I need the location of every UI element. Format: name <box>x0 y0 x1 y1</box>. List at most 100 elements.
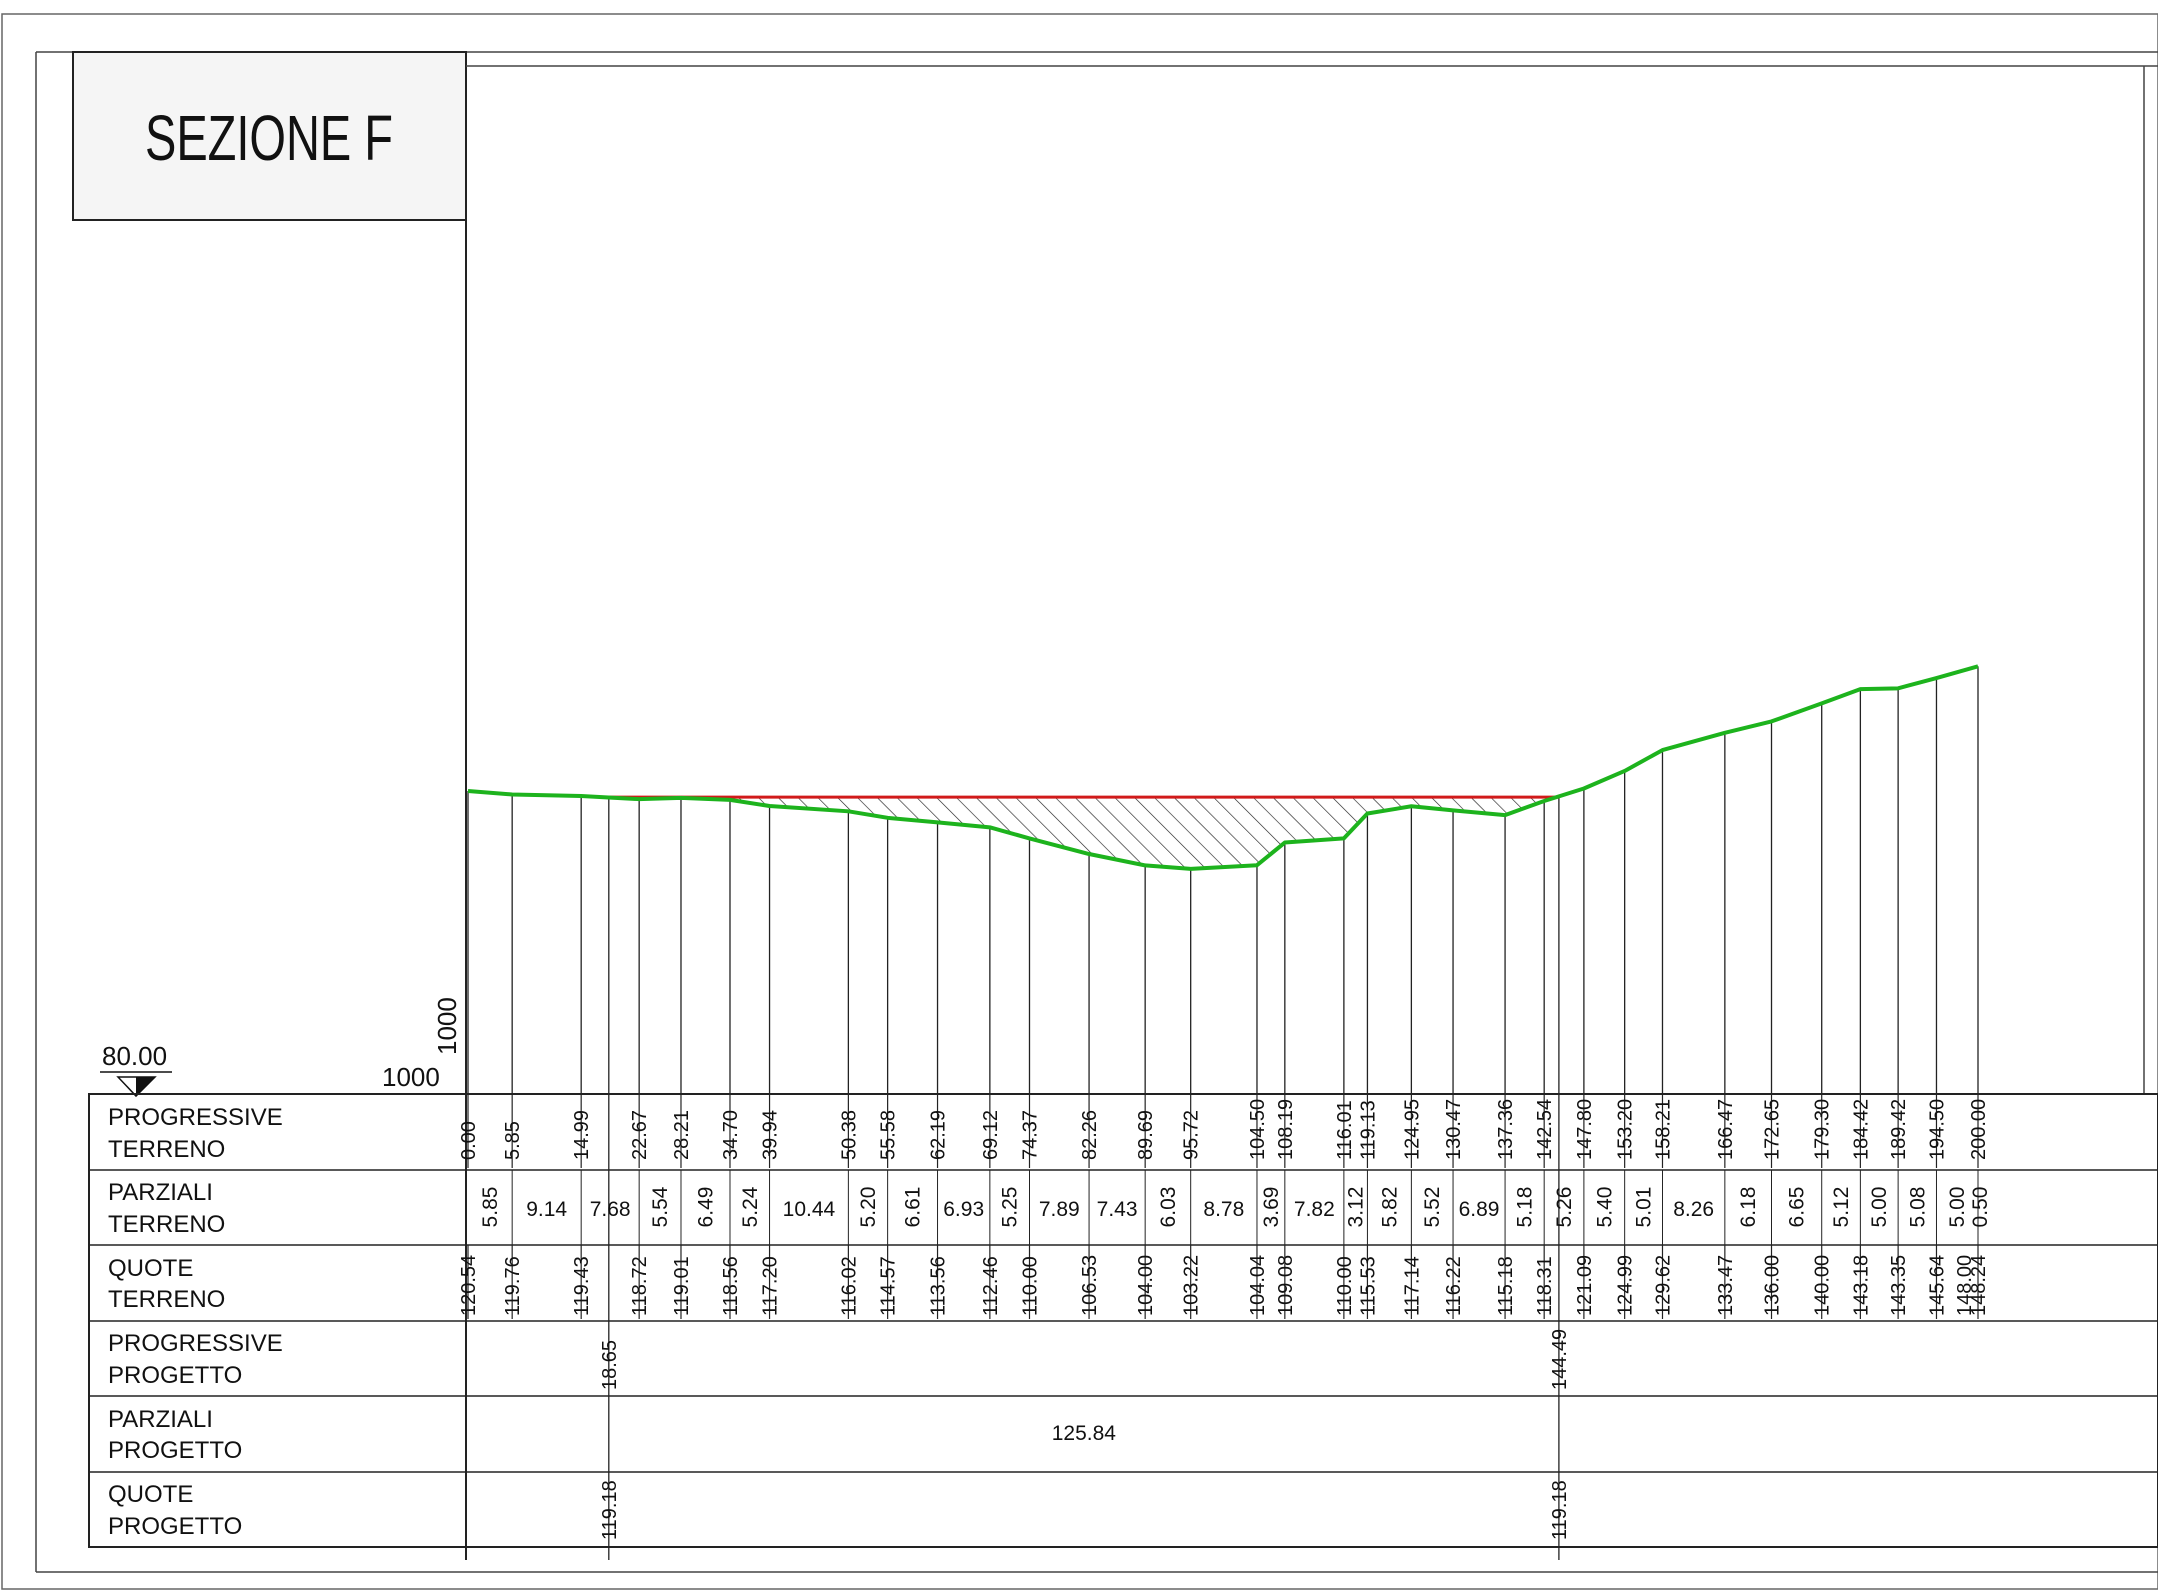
terrain-progressive-value: 158.21 <box>1652 1099 1674 1160</box>
terrain-progressive-value: 172.65 <box>1762 1099 1784 1160</box>
terrain-partial-value: 5.54 <box>649 1186 672 1227</box>
terrain-partial-value: 5.40 <box>1593 1187 1616 1228</box>
row-label: PROGETTO <box>108 1437 242 1464</box>
terrain-quote-value: 106.53 <box>1079 1255 1101 1316</box>
horizontal-scale: 1000 <box>382 1062 440 1092</box>
terrain-partial-value: 5.85 <box>479 1187 502 1228</box>
terrain-progressive-value: 137.36 <box>1495 1099 1517 1160</box>
terrain-progressive-value: 50.38 <box>838 1110 860 1160</box>
terrain-quote-value: 143.35 <box>1888 1255 1910 1316</box>
terrain-quote-value: 104.04 <box>1247 1255 1269 1316</box>
terrain-quote-value: 133.47 <box>1715 1255 1737 1316</box>
terrain-partial-value: 5.18 <box>1514 1187 1537 1228</box>
terrain-progressive-value: 34.70 <box>720 1110 742 1160</box>
terrain-partial-value: 5.82 <box>1378 1187 1401 1228</box>
terrain-quote-value: 110.00 <box>1334 1256 1356 1316</box>
terrain-progressive-value: 62.19 <box>928 1110 950 1160</box>
terrain-progressive-value: 130.47 <box>1443 1099 1465 1160</box>
terrain-progressive-value: 142.54 <box>1534 1099 1556 1160</box>
terrain-partial-value: 3.12 <box>1345 1187 1368 1228</box>
terrain-partial-value: 5.12 <box>1830 1187 1853 1228</box>
terrain-progressive-value: 95.72 <box>1181 1110 1203 1160</box>
terrain-progressive-value: 82.26 <box>1079 1110 1101 1160</box>
terrain-partial-value: 6.03 <box>1157 1187 1180 1228</box>
terrain-profile-line <box>467 664 1979 871</box>
terrain-progressive-value: 74.37 <box>1019 1110 1041 1160</box>
terrain-quote-value: 115.18 <box>1495 1256 1517 1316</box>
terrain-partial-value: 6.93 <box>943 1198 984 1221</box>
terrain-quote-value: 109.08 <box>1275 1255 1297 1316</box>
row-label: PROGRESSIVE <box>108 1330 283 1357</box>
row-label: TERRENO <box>108 1211 225 1238</box>
terrain-partial-value: 7.68 <box>590 1198 631 1221</box>
outer-frame <box>1 13 2158 1590</box>
terrain-quote-value: 119.43 <box>571 1256 593 1316</box>
terrain-progressive-value: 5.85 <box>502 1121 524 1160</box>
terrain-progressive-value: 14.99 <box>571 1110 593 1160</box>
terrain-progressive-value: 104.50 <box>1247 1099 1269 1160</box>
terrain-progressive-value: 89.69 <box>1135 1110 1157 1160</box>
terrain-quote-value: 140.00 <box>1812 1255 1834 1316</box>
terrain-quote-value: 116.22 <box>1443 1256 1465 1316</box>
project-quote-value: 119.18 <box>599 1480 621 1540</box>
datum-marker-fill <box>136 1077 155 1096</box>
project-partial-value: 125.84 <box>1052 1422 1117 1445</box>
terrain-partial-value: 5.24 <box>739 1186 762 1227</box>
terrain-partial-value: 5.08 <box>1906 1187 1929 1228</box>
terrain-progressive-value: 179.30 <box>1812 1099 1834 1160</box>
terrain-progressive-value: 116.01 <box>1334 1100 1356 1160</box>
terrain-partial-value: 8.26 <box>1673 1198 1714 1221</box>
terrain-quote-value: 112.46 <box>980 1256 1002 1316</box>
terrain-partial-value: 7.82 <box>1294 1198 1335 1221</box>
terrain-quote-value: 129.62 <box>1652 1255 1674 1316</box>
terrain-progressive-value: 28.21 <box>671 1110 693 1160</box>
terrain-partial-value: 7.89 <box>1039 1198 1080 1221</box>
terrain-progressive-value: 124.95 <box>1401 1099 1423 1160</box>
row-label: PARZIALI <box>108 1179 213 1206</box>
terrain-quote-value: 117.14 <box>1401 1256 1423 1316</box>
terrain-quote-value: 104.00 <box>1135 1255 1157 1316</box>
terrain-partial-value: 7.43 <box>1097 1198 1138 1221</box>
terrain-quote-value: 118.31 <box>1534 1256 1556 1316</box>
terrain-progressive-value: 184.42 <box>1850 1099 1872 1160</box>
terrain-progressive-value: 194.50 <box>1926 1099 1948 1160</box>
terrain-quote-value: 148.24 <box>1968 1255 1990 1316</box>
terrain-quote-value: 119.76 <box>502 1256 524 1316</box>
terrain-quote-value: 115.53 <box>1357 1256 1379 1316</box>
terrain-quote-value: 120.54 <box>458 1255 480 1316</box>
title-box <box>72 51 467 221</box>
terrain-quote-value: 116.02 <box>838 1256 860 1316</box>
row-label: QUOTE <box>108 1255 193 1282</box>
terrain-progressive-value: 189.42 <box>1888 1099 1910 1160</box>
terrain-quote-value: 136.00 <box>1762 1255 1784 1316</box>
terrain-partial-value: 5.00 <box>1868 1187 1891 1228</box>
terrain-quote-value: 143.18 <box>1850 1255 1872 1316</box>
terrain-partial-value: 6.89 <box>1459 1198 1500 1221</box>
terrain-progressive-value: 0.00 <box>458 1121 480 1160</box>
terrain-partial-value: 5.01 <box>1633 1187 1656 1228</box>
terrain-partial-value: 5.20 <box>857 1187 880 1228</box>
terrain-partial-value: 6.61 <box>902 1187 925 1228</box>
terrain-progressive-value: 69.12 <box>980 1110 1002 1160</box>
terrain-partial-value: 6.65 <box>1786 1187 1809 1228</box>
terrain-partial-value: 6.18 <box>1737 1187 1760 1228</box>
terrain-progressive-value: 39.94 <box>760 1110 782 1160</box>
terrain-quote-value: 145.64 <box>1926 1255 1948 1316</box>
terrain-partial-value: 5.25 <box>999 1187 1022 1228</box>
terrain-quote-value: 113.56 <box>928 1256 950 1316</box>
terrain-partial-value: 5.00 <box>1946 1187 1969 1228</box>
terrain-partial-value: 5.52 <box>1421 1187 1444 1228</box>
terrain-quote-value: 148.00 <box>1954 1255 1976 1316</box>
terrain-progressive-value: 153.20 <box>1615 1099 1637 1160</box>
terrain-partial-value: 5.26 <box>1553 1187 1576 1228</box>
section-title: SEZIONE F <box>145 102 393 174</box>
project-progressive-value: 144.49 <box>1549 1329 1571 1390</box>
terrain-progressive-value: 55.58 <box>878 1110 900 1160</box>
terrain-quote-value: 114.57 <box>878 1256 900 1316</box>
vertical-scale: 1000 <box>432 997 462 1055</box>
terrain-progressive-value: 108.19 <box>1275 1099 1297 1160</box>
cut-area-hatch <box>608 796 1559 869</box>
row-label: PROGETTO <box>108 1362 242 1389</box>
terrain-progressive-value: 147.80 <box>1574 1099 1596 1160</box>
